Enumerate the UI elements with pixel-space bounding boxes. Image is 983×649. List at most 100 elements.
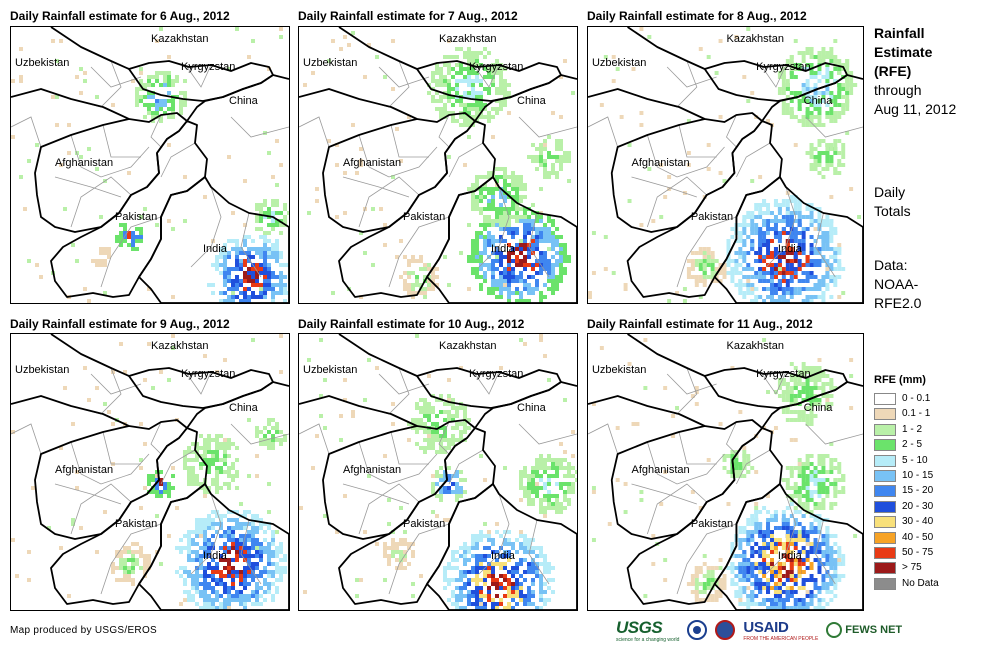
rain-cell xyxy=(107,410,111,414)
rain-cell xyxy=(215,267,219,271)
rain-cell xyxy=(279,430,283,434)
rain-cell xyxy=(539,231,543,235)
rainfall-map-aug-9: Kazakhstan Uzbekistan Kyrgyzstan China Afgha… xyxy=(10,333,290,611)
rain-cell xyxy=(459,494,463,498)
rain-cell xyxy=(203,446,207,450)
rain-cell xyxy=(519,598,523,602)
rain-cell xyxy=(323,426,327,430)
rain-cell xyxy=(111,562,115,566)
rain-cell xyxy=(503,574,507,578)
country-boundary xyxy=(186,74,289,122)
rain-cell xyxy=(730,271,735,275)
rain-cell xyxy=(279,370,283,374)
province-boundary xyxy=(646,134,725,178)
province-boundary xyxy=(299,116,330,148)
rain-cell xyxy=(475,251,479,255)
rain-cell xyxy=(251,562,255,566)
rain-cell xyxy=(211,586,215,590)
rain-cell xyxy=(495,91,499,95)
rain-cell xyxy=(187,594,191,598)
rain-cell xyxy=(746,223,751,227)
rain-cell xyxy=(523,546,527,550)
rain-cell xyxy=(171,295,175,299)
rain-cell xyxy=(171,466,175,470)
rain-cell xyxy=(83,79,87,83)
rain-cell xyxy=(259,526,263,530)
rain-cell xyxy=(475,203,479,207)
rain-cell xyxy=(797,211,802,215)
rain-cell xyxy=(95,386,99,390)
province-boundary xyxy=(588,116,619,148)
rain-cell xyxy=(519,482,523,486)
rain-cell xyxy=(531,275,535,279)
rain-cell xyxy=(479,530,483,534)
rain-cell xyxy=(163,75,167,79)
rain-cell xyxy=(171,115,175,119)
rain-cell xyxy=(215,438,219,442)
rain-cell xyxy=(503,91,507,95)
rain-cell xyxy=(754,271,759,275)
country-boundary xyxy=(713,176,863,303)
rain-cell xyxy=(555,510,559,514)
rain-cell xyxy=(459,47,463,51)
rain-cell xyxy=(227,546,231,550)
rain-cell xyxy=(459,79,463,83)
rain-cell xyxy=(279,275,283,279)
rain-cell xyxy=(805,215,810,219)
rain-cell xyxy=(247,534,251,538)
rain-cell xyxy=(777,207,782,211)
rain-cell xyxy=(231,558,235,562)
rain-cell xyxy=(243,243,247,247)
rain-cell xyxy=(263,263,267,267)
rain-cell xyxy=(785,219,790,223)
rain-cell xyxy=(231,239,235,243)
rain-cell xyxy=(543,259,547,263)
rain-cell xyxy=(730,227,735,231)
rain-cell xyxy=(793,219,798,223)
rain-cell xyxy=(11,135,15,139)
rain-cell xyxy=(527,247,531,251)
rain-cell xyxy=(487,570,491,574)
rain-cell xyxy=(853,83,858,87)
rain-cell xyxy=(519,498,523,502)
rain-cell xyxy=(475,235,479,239)
rain-cell xyxy=(503,187,507,191)
province-boundary xyxy=(518,116,577,138)
rain-cell xyxy=(766,211,771,215)
rain-cell xyxy=(766,207,771,211)
rain-cell xyxy=(519,183,523,187)
rain-cell xyxy=(809,299,814,303)
rain-cell xyxy=(543,562,547,566)
rain-cell xyxy=(207,462,211,466)
place-label-china: China xyxy=(517,95,546,107)
rain-cell xyxy=(758,255,763,259)
rain-cell xyxy=(659,215,664,219)
rain-cell xyxy=(131,578,135,582)
rain-cell xyxy=(239,546,243,550)
rain-cell xyxy=(391,39,395,43)
rain-cell xyxy=(447,478,451,482)
rain-cell xyxy=(543,227,547,231)
rain-cell xyxy=(271,243,275,247)
rain-cell xyxy=(499,75,503,79)
rain-cell xyxy=(447,566,451,570)
rain-cell xyxy=(227,295,231,299)
province-boundary xyxy=(765,186,797,268)
rain-cell xyxy=(503,550,507,554)
rain-cell xyxy=(283,215,287,219)
rain-cell xyxy=(255,566,259,570)
rain-cell xyxy=(694,279,699,283)
rain-cell xyxy=(311,71,315,75)
rain-cell xyxy=(837,111,842,115)
rain-cell xyxy=(459,103,463,107)
country-boundary xyxy=(11,88,130,120)
rain-cell xyxy=(515,247,519,251)
rain-cell xyxy=(327,139,331,143)
rain-cell xyxy=(203,518,207,522)
rain-cell xyxy=(519,546,523,550)
rain-cell xyxy=(559,267,563,271)
rain-cell xyxy=(817,139,822,143)
rain-cell xyxy=(471,243,475,247)
rain-cell xyxy=(571,430,575,434)
rain-cell xyxy=(231,542,235,546)
